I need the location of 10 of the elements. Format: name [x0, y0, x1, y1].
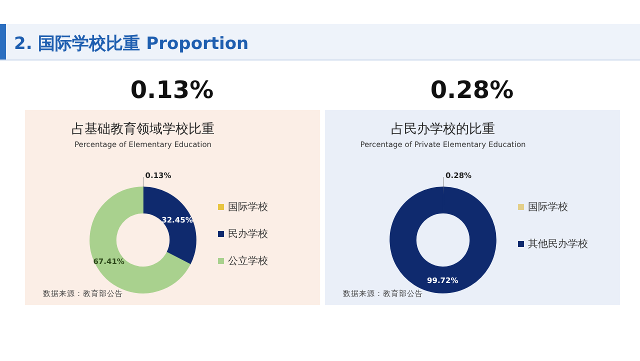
legend-label: 民办学校: [228, 228, 268, 240]
legend-label: 公立学校: [228, 255, 268, 267]
text: 0.28%: [430, 76, 514, 104]
text: 2. 国际学校比重 Proportion: [14, 34, 249, 54]
chart-title: 占民办学校的比重: [391, 122, 495, 137]
legend-label: 其他民办学校: [528, 238, 588, 250]
text: 0.13%: [130, 76, 214, 104]
legend-label: 国际学校: [528, 201, 568, 213]
chart-title: 占基础教育领域学校比重: [72, 121, 214, 137]
legend-label: 国际学校: [228, 201, 268, 213]
